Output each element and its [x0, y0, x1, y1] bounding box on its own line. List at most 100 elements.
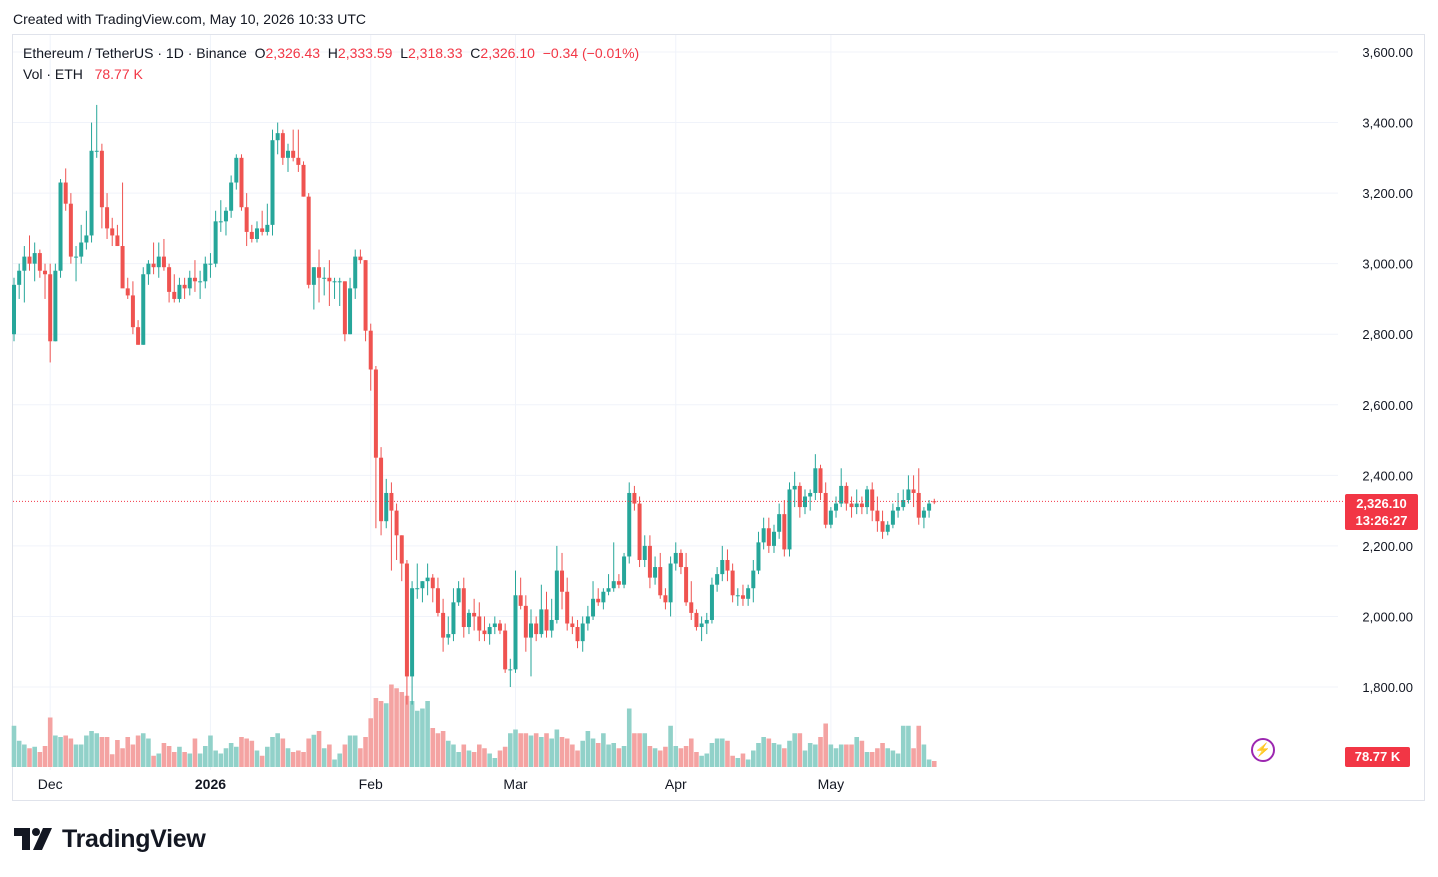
- volume-bar: [709, 743, 715, 767]
- candles: [12, 104, 937, 705]
- candle-body: [141, 274, 146, 345]
- candle-body: [63, 182, 68, 204]
- volume-bar: [585, 731, 591, 767]
- candle-body: [353, 256, 358, 289]
- candle-body: [234, 157, 239, 183]
- volume-bar: [735, 758, 741, 767]
- volume-bar: [332, 759, 337, 767]
- volume-bar: [171, 752, 177, 767]
- volume-bar: [792, 733, 797, 767]
- candle-body: [880, 521, 885, 532]
- volume-bar: [694, 752, 699, 767]
- candle-body: [43, 270, 48, 275]
- volume-bar: [182, 752, 187, 767]
- volume-bar: [632, 733, 637, 767]
- candle-body: [322, 277, 327, 279]
- volume-bar: [466, 750, 472, 767]
- candle-body: [756, 542, 761, 571]
- lightning-icon[interactable]: ⚡: [1251, 738, 1275, 762]
- chart-frame: [12, 34, 1425, 801]
- candle-body: [435, 588, 440, 613]
- time-tick-label: Feb: [359, 776, 383, 792]
- volume-bar: [813, 744, 818, 767]
- volume-bar: [120, 748, 125, 767]
- candle-body: [875, 510, 880, 522]
- candle-body: [260, 228, 265, 232]
- volume-bar: [828, 744, 834, 767]
- candle-body: [580, 623, 585, 642]
- volume-bar: [445, 740, 451, 767]
- volume-bar: [337, 753, 343, 767]
- candle-body: [342, 281, 347, 335]
- candle-body: [906, 489, 911, 501]
- volume-bar: [797, 733, 803, 767]
- symbol-label[interactable]: Ethereum / TetherUS · 1D · Binance: [23, 45, 247, 61]
- volume-bar: [859, 740, 865, 767]
- candle-body: [782, 514, 787, 550]
- candle-body: [270, 140, 275, 225]
- candle-body: [99, 150, 104, 208]
- volume-bar: [601, 733, 606, 767]
- price-axis: 3,600.00 3,400.00 3,200.00 3,000.00 2,800.00…: [1362, 45, 1413, 695]
- candle-body: [818, 468, 823, 493]
- open-value: 2,326.43: [265, 45, 321, 61]
- candle-body: [167, 267, 172, 292]
- volume-bar: [864, 752, 870, 767]
- candle-body: [208, 263, 213, 265]
- price-tick-label: 2,000.00: [1362, 609, 1413, 624]
- candle-body: [523, 605, 528, 638]
- candle-body: [58, 182, 63, 271]
- volume-bar: [22, 744, 27, 767]
- candle-body: [74, 256, 79, 258]
- volume-label[interactable]: Vol · ETH: [23, 66, 83, 82]
- volume-bar: [502, 746, 508, 767]
- tradingview-brand[interactable]: TradingView: [14, 824, 206, 854]
- volume-bar: [440, 731, 446, 767]
- volume-bar: [409, 701, 415, 767]
- candle-body: [348, 288, 353, 335]
- candle-body: [136, 327, 141, 345]
- volume-bar: [156, 753, 162, 767]
- candle-body: [740, 595, 745, 599]
- candle-body: [751, 570, 756, 589]
- time-tick-label: 2026: [195, 776, 226, 792]
- volume-bar: [399, 692, 405, 767]
- volume-bar: [115, 740, 120, 767]
- time-tick-label: Apr: [665, 776, 687, 792]
- candle-body: [497, 623, 502, 631]
- candle-body: [446, 634, 451, 638]
- volume-bar: [78, 744, 84, 767]
- volume-bar: [647, 746, 653, 767]
- candle-body: [678, 552, 683, 568]
- created-with-caption: Created with TradingView.com, May 10, 20…: [13, 11, 367, 27]
- volume-bar: [833, 748, 839, 767]
- low-label: L: [400, 45, 408, 61]
- volume-bar: [197, 753, 203, 767]
- candle-body: [513, 595, 518, 670]
- candle-body: [79, 242, 84, 257]
- volume-bar: [756, 743, 761, 767]
- candle-body: [771, 531, 776, 546]
- candle-body: [544, 609, 549, 631]
- volume-bar: [916, 725, 922, 767]
- volume-bar: [471, 752, 477, 767]
- candle-body: [575, 627, 580, 642]
- candle-body: [172, 291, 177, 299]
- candle-body: [896, 507, 901, 511]
- volume-bar: [678, 748, 684, 767]
- volume-bar: [782, 748, 787, 767]
- candle-body: [125, 288, 130, 296]
- volume-bar: [296, 750, 301, 767]
- volume-badge-text: 78.77 K: [1354, 749, 1401, 764]
- volume-bar: [451, 744, 456, 767]
- volume-bar: [68, 738, 74, 767]
- high-label: H: [327, 45, 338, 61]
- candle-body: [399, 535, 404, 564]
- volume-bar: [730, 755, 735, 767]
- volume-bar: [161, 743, 167, 767]
- low-value: 2,318.33: [408, 45, 463, 61]
- candle-body: [585, 616, 590, 624]
- candle-body: [870, 489, 875, 511]
- volume-bar: [420, 708, 425, 767]
